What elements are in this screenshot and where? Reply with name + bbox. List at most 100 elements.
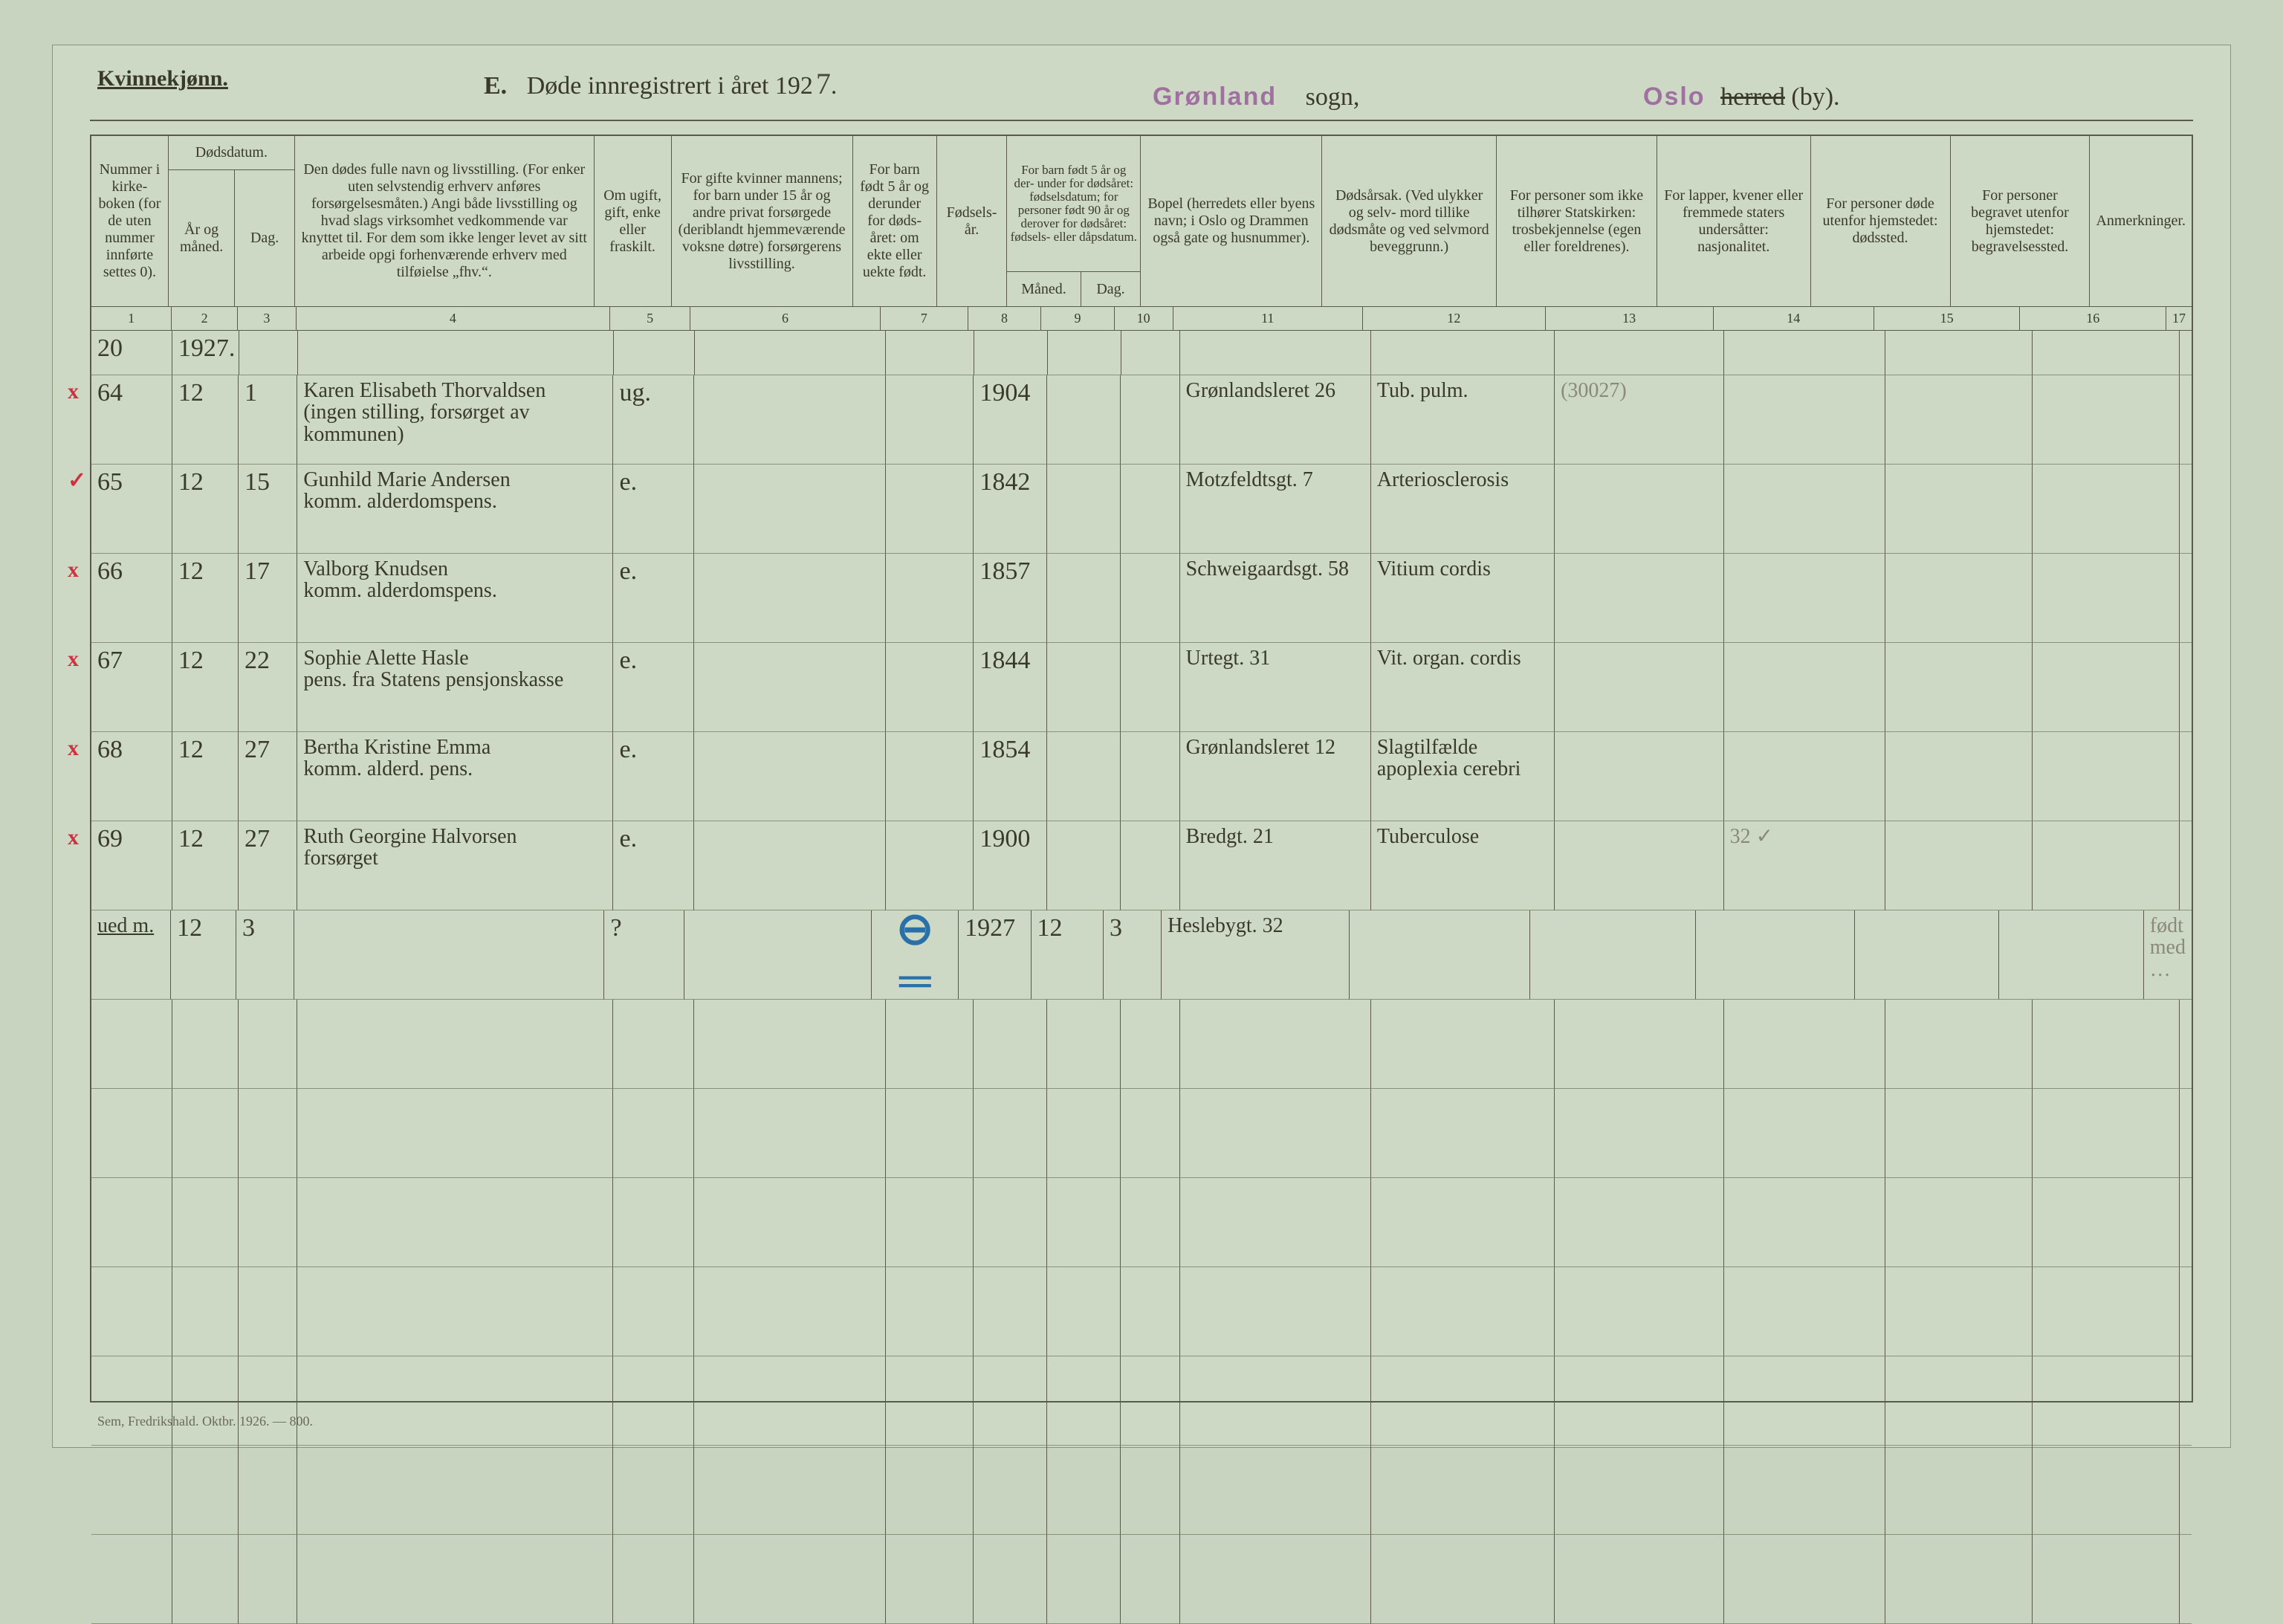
cell-addr: Bredgt. 21 [1180, 821, 1371, 910]
cell [297, 1356, 613, 1446]
cell [1180, 1178, 1371, 1267]
cell [91, 1356, 172, 1446]
year-digit: 7 [816, 67, 831, 100]
blue-circle-mark: ⊖ ═ [872, 910, 959, 1000]
table-row-empty [91, 1535, 2192, 1624]
cell [172, 1000, 239, 1089]
cell [239, 331, 298, 375]
by-paren: (by). [1791, 83, 1839, 111]
cell-name: Ruth Georgine Halvorsen forsørget [297, 821, 613, 910]
cell [2180, 1535, 2192, 1624]
cell [974, 1535, 1047, 1624]
cell [1180, 1446, 1371, 1535]
cell-name: Sophie Alette Hasle pens. fra Statens pe… [297, 643, 613, 732]
cell [1121, 1089, 1179, 1178]
title-suffix: . [831, 72, 838, 100]
col-header: Dag. [235, 170, 294, 306]
col-header: For gifte kvinner mannens; for barn unde… [672, 136, 853, 307]
cell [1047, 643, 1121, 732]
cell [613, 1267, 694, 1356]
col-header-group-birthdate: For barn født 5 år og der- under for død… [1007, 136, 1141, 307]
col-header: Om ugift, gift, enke eller fraskilt. [595, 136, 672, 307]
printer-footer: Sem, Fredrikshald. Oktbr. 1926. — 800. [97, 1414, 313, 1429]
cell-ym: 12 [171, 910, 236, 1000]
cell [294, 910, 604, 1000]
cell: x68 [91, 732, 172, 821]
cell [1121, 465, 1179, 554]
cell [1121, 331, 1180, 375]
cell [1724, 1000, 1886, 1089]
cell [1350, 910, 1530, 1000]
cell [1121, 1267, 1179, 1356]
ledger-page: Kvinnekjønn. E. Døde innregistrert i åre… [52, 45, 2231, 1448]
cell-d: 3 [1104, 910, 1162, 1000]
col-number: 16 [2020, 307, 2166, 331]
cell [694, 1000, 885, 1089]
col-header: Dødsårsak. (Ved ulykker og selv- mord ti… [1322, 136, 1497, 307]
cell [694, 375, 885, 465]
cell [91, 1267, 172, 1356]
cell [2033, 1535, 2180, 1624]
cell-cause: Vitium cordis [1371, 554, 1555, 643]
cell [2180, 554, 2192, 643]
col-header: Dag. [1081, 272, 1141, 306]
col-number: 9 [1041, 307, 1114, 331]
cell-year: 1927. [172, 331, 239, 375]
cell [1180, 1089, 1371, 1178]
year-row: 20 1927. [91, 331, 2192, 375]
cell [886, 1535, 974, 1624]
cell [1121, 1178, 1179, 1267]
cell [974, 1000, 1047, 1089]
col-header: År og måned. [169, 170, 235, 306]
col-header: For personer døde utenfor hjemstedet: dø… [1811, 136, 1951, 307]
cell [684, 910, 872, 1000]
cell [614, 331, 695, 375]
cell [1885, 1178, 2033, 1267]
cell [1047, 1356, 1121, 1446]
cell [1555, 1000, 1724, 1089]
cell [2180, 643, 2192, 732]
table-row: x691227Ruth Georgine Halvorsen forsørget… [91, 821, 2192, 910]
cell: 1904 [974, 375, 1047, 465]
table-row: x671222Sophie Alette Hasle pens. fra Sta… [91, 643, 2192, 732]
cell-name: Valborg Knudsen komm. alderdomspens. [297, 554, 613, 643]
cell-addr: Grønlandsleret 12 [1180, 732, 1371, 821]
cell [297, 1178, 613, 1267]
cell [1047, 1535, 1121, 1624]
herred-block: Oslo herred (by). [1643, 83, 1840, 111]
cell: 15 [239, 465, 297, 554]
cell [1047, 1000, 1121, 1089]
col-number: 11 [1173, 307, 1363, 331]
cell [239, 1535, 297, 1624]
cell [694, 1178, 885, 1267]
table-row-empty [91, 1267, 2192, 1356]
cell [1180, 1267, 1371, 1356]
cell: x64 [91, 375, 172, 465]
cell [886, 554, 974, 643]
cell [1555, 732, 1724, 821]
cell [1180, 1535, 1371, 1624]
cell [1724, 554, 1886, 643]
col-header: Måned. [1007, 272, 1081, 306]
cell-addr: Heslebygt. 32 [1162, 910, 1350, 1000]
cell: 17 [239, 554, 297, 643]
cell [1885, 1535, 2033, 1624]
cell [1121, 1535, 1179, 1624]
cell [1121, 821, 1179, 910]
cell [1696, 910, 1855, 1000]
cell-cause: Arteriosclerosis [1371, 465, 1555, 554]
cell [1885, 732, 2033, 821]
cell [974, 1267, 1047, 1356]
table-body: 20 1927. x64121Karen Elisabeth Thorvalds… [91, 331, 2192, 1624]
cell [1885, 375, 2033, 465]
col-header: For personer som ikke tilhører Statskirk… [1497, 136, 1657, 307]
cell-name: Bertha Kristine Emma komm. alderd. pens. [297, 732, 613, 821]
cell-name: Karen Elisabeth Thorvaldsen (ingen still… [297, 375, 613, 465]
cell-addr: Schweigaardsgt. 58 [1180, 554, 1371, 643]
cell [1724, 732, 1886, 821]
cell [1180, 1000, 1371, 1089]
col-number: 1 [91, 307, 172, 331]
cell [695, 331, 886, 375]
margin-mark: x [68, 558, 79, 582]
cell: 1900 [974, 821, 1047, 910]
